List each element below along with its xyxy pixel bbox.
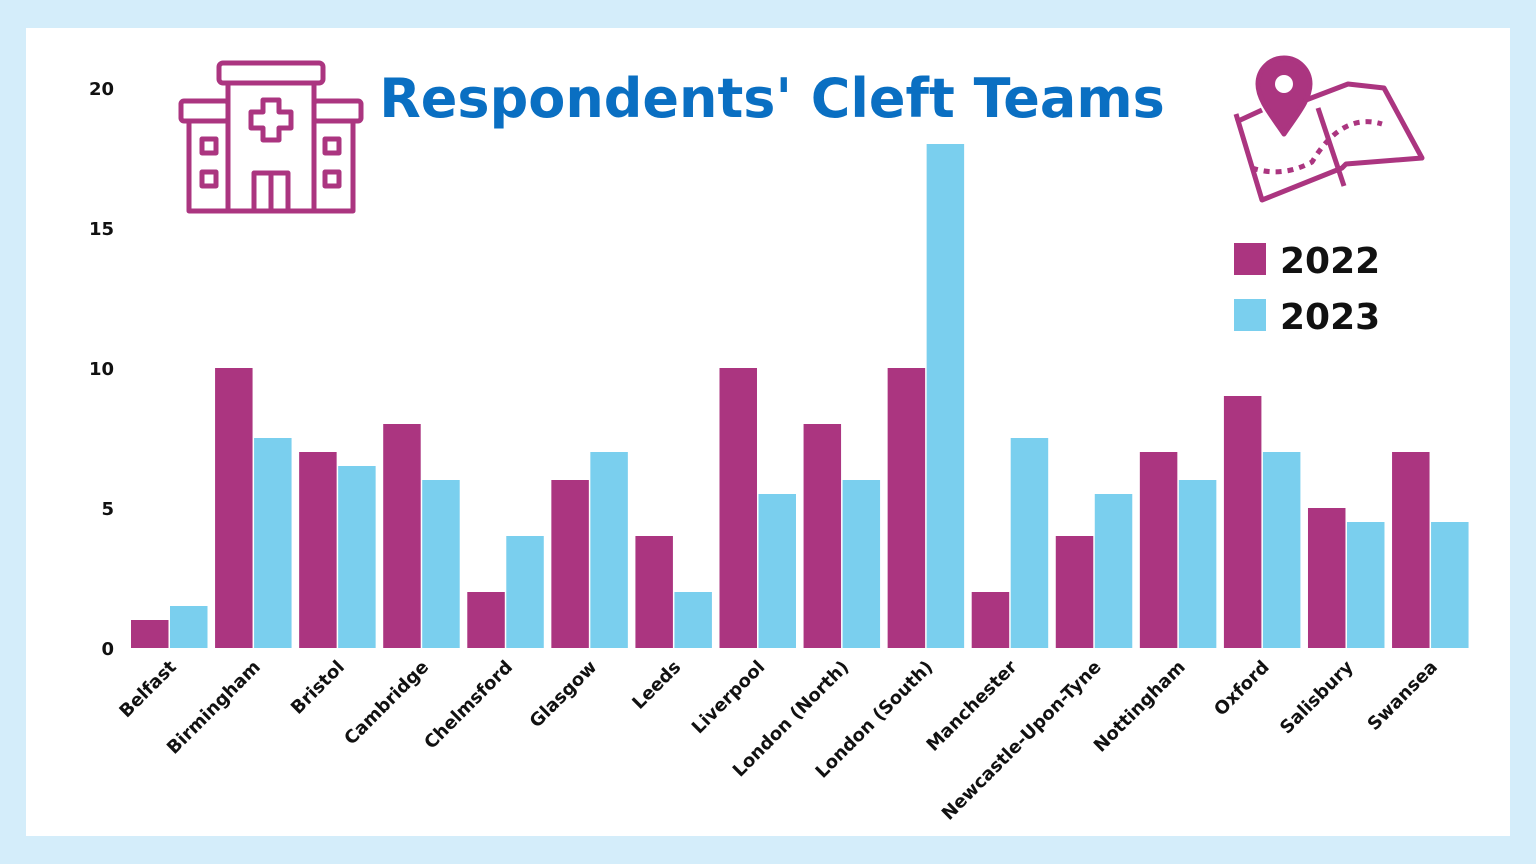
bar-2022-bristol <box>299 452 337 648</box>
bar-2023-belfast <box>170 606 208 648</box>
x-tick-label: Glasgow <box>526 657 601 732</box>
x-tick-label: Leeds <box>628 657 685 714</box>
bar-2023-newcastle-upon-tyne <box>1094 494 1133 648</box>
bar-2023-oxford <box>1262 452 1301 648</box>
bar-2022-chelmsford <box>467 592 505 648</box>
bar-2022-glasgow <box>551 480 589 648</box>
x-tick-label: Chelmsford <box>420 657 517 754</box>
x-tick-label: Belfast <box>115 656 181 722</box>
bar-2023-salisbury <box>1346 522 1385 648</box>
y-tick-label: 20 <box>89 79 114 100</box>
bar-2022-newcastle-upon-tyne <box>1055 536 1094 648</box>
bar-2022-oxford <box>1223 396 1262 648</box>
bar-2023-chelmsford <box>506 536 544 648</box>
bar-2023-swansea <box>1431 522 1469 648</box>
bar-2023-leeds <box>674 592 712 648</box>
x-tick-label: Liverpool <box>688 657 769 738</box>
x-tick-label: Swansea <box>1364 657 1442 735</box>
legend-swatch-2023 <box>1234 299 1266 331</box>
x-tick-label: Newcastle-Upon-Tyne <box>938 657 1106 825</box>
bar-2023-liverpool <box>758 494 796 648</box>
hospital-icon <box>178 60 364 214</box>
y-tick-label: 5 <box>101 499 114 520</box>
bar-2023-london-south- <box>926 144 965 648</box>
x-tick-label: Bristol <box>287 657 349 719</box>
map-pin-icon <box>1233 55 1425 203</box>
chart-panel <box>26 28 1510 836</box>
bar-2023-glasgow <box>590 452 628 648</box>
bar-2023-bristol <box>338 466 376 648</box>
bar-2023-manchester <box>1010 438 1049 648</box>
x-tick-label: Cambridge <box>340 657 433 750</box>
bar-2022-manchester <box>971 592 1010 648</box>
bars <box>131 144 1469 648</box>
legend: 2022 2023 <box>1234 241 1380 338</box>
legend-label: 2022 <box>1280 241 1380 282</box>
bar-2023-nottingham <box>1178 480 1217 648</box>
x-tick-label: Salisbury <box>1276 657 1358 739</box>
y-tick-label: 15 <box>89 219 114 240</box>
bar-2022-salisbury <box>1307 508 1346 648</box>
bar-2022-swansea <box>1392 452 1430 648</box>
y-tick-label: 10 <box>89 359 114 380</box>
bar-2022-london-north- <box>803 424 842 648</box>
bar-2022-birmingham <box>215 368 253 648</box>
bar-2022-leeds <box>635 536 673 648</box>
bar-2022-belfast <box>131 620 169 648</box>
bar-2023-birmingham <box>254 438 292 648</box>
legend-label: 2023 <box>1280 297 1380 338</box>
bar-2022-cambridge <box>383 424 421 648</box>
y-tick-label: 0 <box>101 639 114 660</box>
bar-2022-liverpool <box>719 368 757 648</box>
bar-2023-london-north- <box>842 480 881 648</box>
x-tick-label: Oxford <box>1210 657 1274 721</box>
legend-swatch-2022 <box>1234 243 1266 275</box>
y-axis: 0 5 10 15 20 <box>89 79 114 660</box>
bar-2022-london-south- <box>887 368 926 648</box>
chart-title: Respondents' Cleft Teams <box>379 67 1165 130</box>
bar-2022-nottingham <box>1139 452 1178 648</box>
bar-2023-cambridge <box>422 480 460 648</box>
